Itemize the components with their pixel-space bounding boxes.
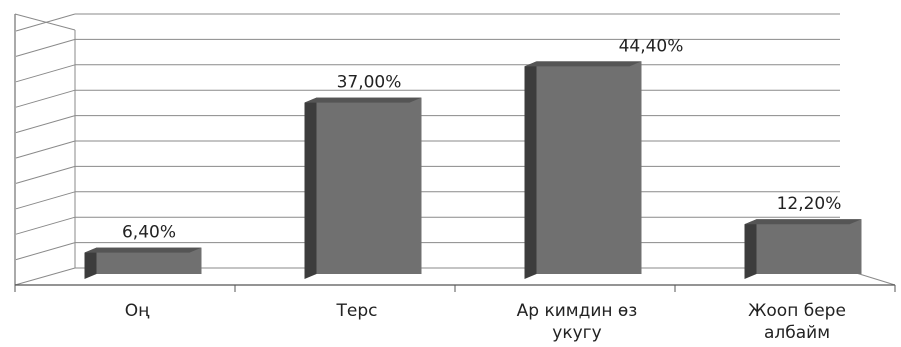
data-label: 12,20%: [777, 194, 842, 214]
category-label: укугу: [552, 323, 601, 343]
gridline: [15, 242, 840, 261]
axes: [14, 13, 896, 292]
bar: [744, 219, 862, 279]
data-label: 6,40%: [122, 223, 176, 243]
gridline: [15, 140, 840, 159]
bar: [84, 247, 202, 279]
gridline: [15, 89, 840, 108]
gridline: [15, 216, 840, 235]
data-label: 37,00%: [337, 73, 402, 93]
bars: [84, 61, 862, 280]
labels: 6,40% Оң 37,00% Терс 44,40% Ар кимдин өзукугу…: [122, 36, 846, 343]
bar: [524, 61, 642, 280]
category-label: Жооп бере: [748, 301, 846, 321]
gridline: [15, 64, 840, 83]
category-label: албайм: [764, 323, 830, 343]
gridline: [15, 165, 840, 184]
gridline: [15, 38, 840, 57]
gridlines: [15, 13, 840, 261]
gridline: [15, 115, 840, 134]
category-label: Оң: [125, 301, 150, 321]
category-label: Терс: [336, 301, 378, 321]
data-label: 44,40%: [619, 36, 684, 56]
gridline: [15, 191, 840, 210]
gridline: [15, 13, 840, 32]
category-label: Ар кимдин өз: [517, 301, 638, 321]
bar: [304, 97, 422, 280]
